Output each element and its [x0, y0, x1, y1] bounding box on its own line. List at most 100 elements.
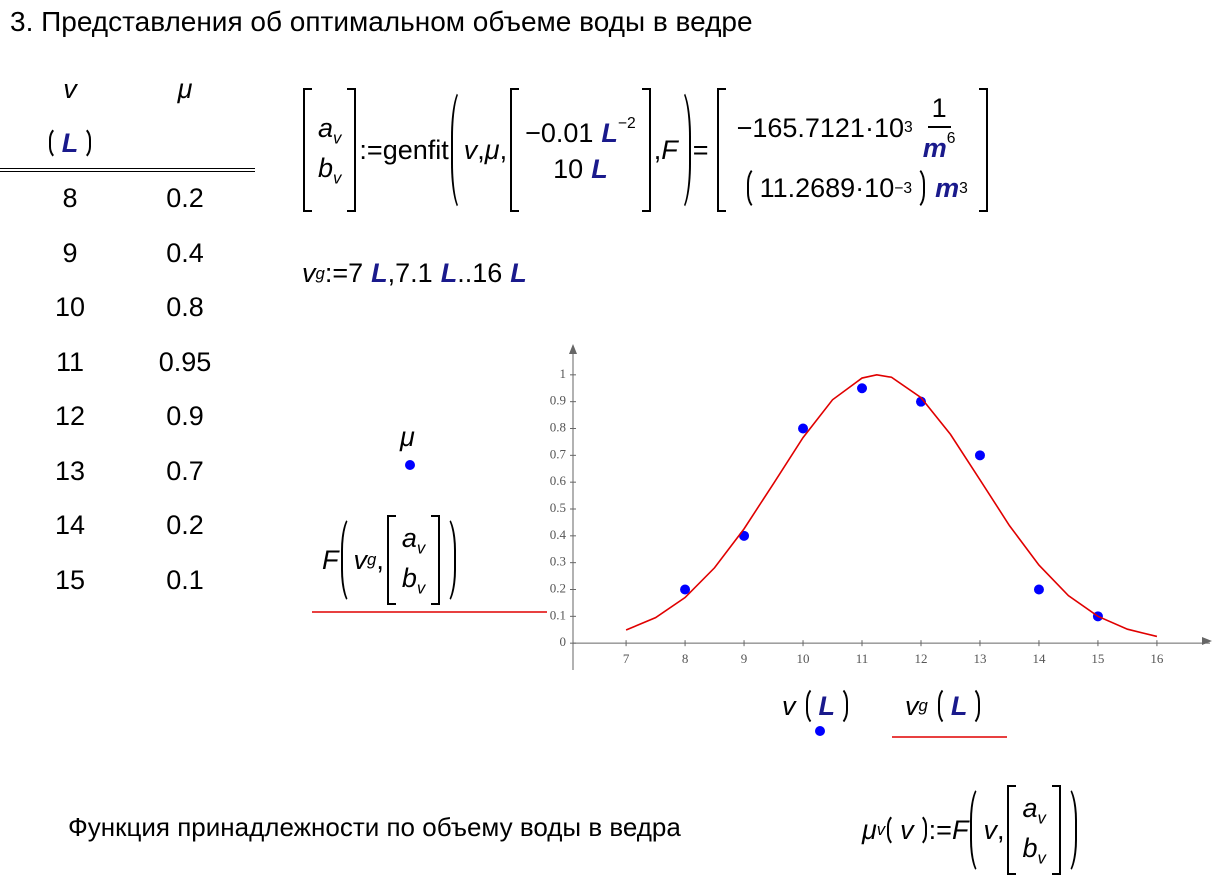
math-group: 11.2689 · 10 −3 m 3	[745, 166, 968, 211]
math-text: 1	[927, 90, 951, 128]
table-cell: 8	[62, 183, 78, 213]
math-text: g	[315, 263, 325, 283]
math-text: ·	[855, 173, 865, 204]
bracket	[431, 515, 441, 605]
math-group: 10 L	[553, 151, 608, 187]
table-cell: 10	[54, 292, 86, 322]
parenthesis	[340, 515, 352, 605]
math-text: v	[416, 538, 426, 558]
math-text: μ	[484, 134, 500, 165]
math-text: F	[322, 544, 339, 575]
math-text: v	[900, 814, 914, 845]
parenthesis	[1066, 785, 1077, 875]
x-tick-label: 14	[1032, 651, 1046, 666]
table-cell: 0.4	[166, 237, 204, 268]
data-point	[915, 396, 926, 407]
math-text: −165.7121	[736, 112, 865, 143]
parenthesis	[445, 515, 457, 605]
math-text: ,	[653, 134, 662, 165]
math-group: av	[1022, 790, 1045, 830]
math-text: v	[876, 820, 886, 839]
matrix: −165.7121 · 10 3 1 m6 11.2689 · 10 −3 m 3	[729, 90, 976, 211]
parenthesis	[970, 785, 981, 875]
math-text: v	[416, 578, 426, 598]
y-tick-label: 0.8	[550, 419, 566, 434]
math-text: F	[951, 814, 969, 845]
y-tick-label: 0.7	[550, 446, 567, 461]
math-text: 6	[946, 129, 956, 147]
math-text: L	[440, 258, 458, 288]
math-text: −3	[894, 179, 913, 197]
legend-marker	[815, 726, 825, 736]
parenthesis	[837, 686, 848, 726]
axis-arrow	[1202, 637, 1212, 645]
math-text: −2	[617, 114, 636, 132]
bracket	[641, 88, 651, 212]
math-text: b	[1022, 833, 1038, 863]
math-text: :=	[928, 814, 952, 845]
math-text: v	[1037, 808, 1046, 828]
math-group: av	[402, 520, 425, 560]
math-text: :=	[359, 134, 383, 165]
data-point	[798, 423, 809, 434]
table-cell: 14	[54, 510, 86, 540]
column-header: v	[63, 74, 77, 104]
parenthesis	[914, 166, 926, 211]
math-group: −0.01 L−2	[525, 113, 636, 152]
x-tick-label: 11	[856, 651, 869, 666]
math-group: bv	[402, 560, 425, 600]
heading: 3. Представления об оптимальном объеме в…	[10, 6, 753, 37]
genfit-formula: av bv := genfit v,μ, −0.01 L−2 10 L ,F = −16…	[300, 88, 991, 212]
table-cell: 9	[62, 237, 78, 268]
math-group: bv	[1022, 830, 1045, 870]
math-text: a	[1022, 792, 1038, 823]
math-text: ,	[477, 134, 485, 165]
math-text: 3	[959, 179, 968, 197]
data-point	[1033, 584, 1044, 595]
y-tick-label: 0.9	[550, 393, 566, 408]
parenthesis	[48, 126, 60, 160]
math-text: L	[61, 127, 79, 158]
legend-marker	[405, 460, 415, 470]
table-cell: 0.9	[166, 401, 204, 431]
y-tick-label: 0.2	[550, 580, 566, 595]
y-tick-label: 0.4	[550, 527, 567, 542]
math-text: v	[463, 134, 478, 165]
math-text: ,	[996, 814, 1005, 845]
math-text: 3	[904, 119, 913, 137]
math-text: m	[935, 173, 960, 204]
math-text: g	[367, 550, 377, 569]
matrix: av bv	[1019, 790, 1048, 871]
table-cell: 11	[55, 346, 85, 377]
parenthesis	[937, 686, 949, 726]
math-text: ..	[457, 258, 473, 288]
math-text: ,	[499, 134, 508, 165]
x-tick-label: 12	[914, 651, 927, 666]
math-text: a	[318, 112, 334, 143]
math-text: genfit	[382, 134, 449, 165]
y-tick-label: 0.1	[550, 607, 566, 622]
math-text: ·	[864, 112, 874, 143]
math-text: v	[1037, 848, 1046, 868]
data-point	[857, 383, 868, 394]
math-text: v	[333, 128, 342, 148]
data-point	[680, 584, 691, 595]
math-text: m	[922, 133, 947, 164]
bracket	[347, 88, 357, 212]
bracket	[1051, 785, 1061, 875]
math-text: b	[318, 153, 334, 183]
y-tick-label: 0.6	[550, 473, 567, 488]
math-text: v	[905, 690, 919, 721]
fit-curve	[625, 374, 1158, 638]
parenthesis	[969, 686, 981, 726]
table-cell: 0.8	[166, 292, 204, 322]
matrix: −0.01 L−2 10 L	[522, 113, 639, 188]
parenthesis	[805, 686, 817, 726]
math-text: ,	[376, 544, 384, 575]
matrix: av bv	[399, 520, 428, 601]
y-tick-label: 1	[560, 366, 567, 381]
x-tick-label: 8	[682, 651, 689, 666]
